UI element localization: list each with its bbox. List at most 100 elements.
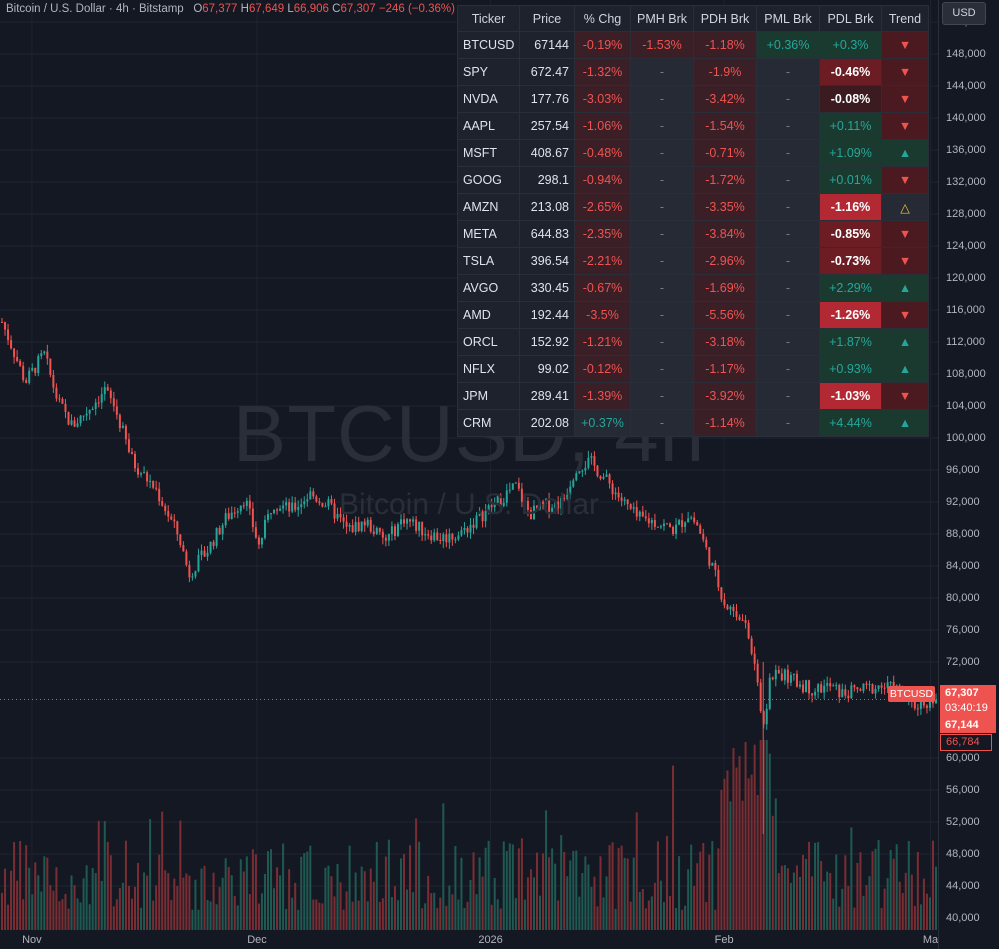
price-tick: 56,000	[946, 784, 980, 796]
table-row[interactable]: NVDA 177.76 -3.03% - -3.42% - -0.08% ▼	[457, 85, 929, 113]
pml-cell: -	[756, 139, 820, 167]
volume-bar	[82, 878, 85, 930]
volume-bar	[342, 909, 345, 930]
pdh-cell: -3.35%	[693, 193, 757, 221]
volume-bar	[647, 900, 650, 930]
candle-body	[919, 701, 922, 709]
header-price[interactable]: Price	[519, 5, 575, 32]
candle-body	[133, 453, 136, 469]
volume-bar	[723, 778, 726, 930]
table-row[interactable]: TSLA 396.54 -2.21% - -2.96% - -0.73% ▼	[457, 247, 929, 275]
symbol-header[interactable]: Bitcoin / U.S. Dollar · 4h · Bitstamp O6…	[6, 3, 455, 15]
volume-bar	[415, 818, 418, 930]
volume-bar	[185, 873, 188, 930]
volume-bar	[403, 854, 406, 930]
table-row[interactable]: SPY 672.47 -1.32% - -1.9% - -0.46% ▼	[457, 58, 929, 86]
volume-bar	[853, 907, 856, 930]
volume-bar	[572, 850, 575, 930]
candle-body	[396, 524, 399, 536]
candle-body	[303, 501, 306, 505]
volume-bar	[741, 800, 744, 930]
table-row[interactable]: BTCUSD 67144 -0.19% -1.53% -1.18% +0.36% +0.3%…	[457, 31, 929, 59]
volume-bar	[327, 865, 330, 930]
volume-bar	[179, 820, 182, 930]
volume-bar	[436, 908, 439, 930]
volume-bar	[919, 904, 922, 930]
table-row[interactable]: GOOG 298.1 -0.94% - -1.72% - +0.01% ▼	[457, 166, 929, 194]
pmh-cell: -	[630, 247, 694, 275]
candle-body	[835, 685, 838, 687]
pdh-cell: -3.84%	[693, 220, 757, 248]
candle-body	[100, 394, 103, 403]
trend-cell: ▼	[881, 166, 929, 194]
volume-bar	[1, 892, 3, 930]
table-row[interactable]: AMD 192.44 -3.5% - -5.56% - -1.26% ▼	[457, 301, 929, 329]
volume-bar	[112, 906, 115, 930]
table-row[interactable]: AMZN 213.08 -2.65% - -3.35% - -1.16% △	[457, 193, 929, 221]
candle-body	[466, 528, 469, 533]
header-chg[interactable]: % Chg	[574, 5, 631, 32]
volume-bar	[130, 898, 133, 930]
volume-bar	[611, 842, 614, 930]
volume-bar	[620, 845, 623, 930]
volume-bar	[176, 885, 179, 930]
pdl-cell: -0.46%	[819, 58, 882, 86]
header-pmh[interactable]: PMH Brk	[630, 5, 694, 32]
volume-bar	[584, 856, 587, 930]
candle-body	[399, 519, 402, 525]
candle-body	[257, 537, 260, 545]
candle-body	[925, 705, 928, 708]
pdl-cell: +4.44%	[819, 409, 882, 437]
candle-body	[167, 511, 170, 517]
header-ticker[interactable]: Ticker	[457, 5, 520, 32]
table-row[interactable]: AVGO 330.45 -0.67% - -1.69% - +2.29% ▲	[457, 274, 929, 302]
candle-body	[273, 509, 276, 514]
volume-bar	[889, 850, 892, 930]
currency-button[interactable]: USD	[942, 2, 986, 25]
volume-bar	[19, 841, 22, 930]
candle-body	[330, 499, 333, 504]
volume-bar	[248, 893, 251, 930]
candle-body	[542, 501, 545, 504]
candle-body	[436, 532, 439, 540]
table-row[interactable]: AAPL 257.54 -1.06% - -1.54% - +0.11% ▼	[457, 112, 929, 140]
header-pdh[interactable]: PDH Brk	[693, 5, 757, 32]
price-cell: 99.02	[519, 355, 575, 383]
candle-body	[233, 512, 236, 514]
table-row[interactable]: NFLX 99.02 -0.12% - -1.17% - +0.93% ▲	[457, 355, 929, 383]
candle-body	[254, 527, 257, 538]
candle-body	[212, 541, 215, 546]
table-row[interactable]: META 644.83 -2.35% - -3.84% - -0.85% ▼	[457, 220, 929, 248]
candle-body	[203, 550, 206, 557]
candle-body	[808, 680, 811, 694]
volume-bar	[536, 852, 539, 930]
candle-body	[650, 520, 653, 524]
candle-body	[811, 693, 814, 696]
table-row[interactable]: MSFT 408.67 -0.48% - -0.71% - +1.09% ▲	[457, 139, 929, 167]
pdh-cell: -1.14%	[693, 409, 757, 437]
volume-bar	[424, 903, 427, 930]
volume-bar	[339, 882, 342, 930]
candle-body	[363, 521, 366, 526]
volume-bar	[554, 863, 557, 930]
candle-body	[285, 502, 288, 506]
candle-body	[732, 606, 735, 612]
volume-bar	[257, 903, 260, 930]
table-row[interactable]: ORCL 152.92 -1.21% - -3.18% - +1.87% ▲	[457, 328, 929, 356]
header-pml[interactable]: PML Brk	[756, 5, 820, 32]
volume-bar	[493, 877, 496, 930]
price-cell: 152.92	[519, 328, 575, 356]
candle-body	[856, 687, 859, 690]
candle-body	[460, 530, 463, 536]
table-row[interactable]: JPM 289.41 -1.39% - -3.92% - -1.03% ▼	[457, 382, 929, 410]
candle-body	[149, 480, 152, 482]
volume-bar	[146, 875, 149, 930]
volume-bar	[644, 908, 647, 930]
header-pdl[interactable]: PDL Brk	[819, 5, 882, 32]
candle-body	[118, 414, 121, 429]
price-axis[interactable]	[938, 0, 999, 949]
volume-bar	[466, 901, 469, 930]
pml-cell: -	[756, 58, 820, 86]
table-row[interactable]: CRM 202.08 +0.37% - -1.14% - +4.44% ▲	[457, 409, 929, 437]
header-trend[interactable]: Trend	[881, 5, 929, 32]
